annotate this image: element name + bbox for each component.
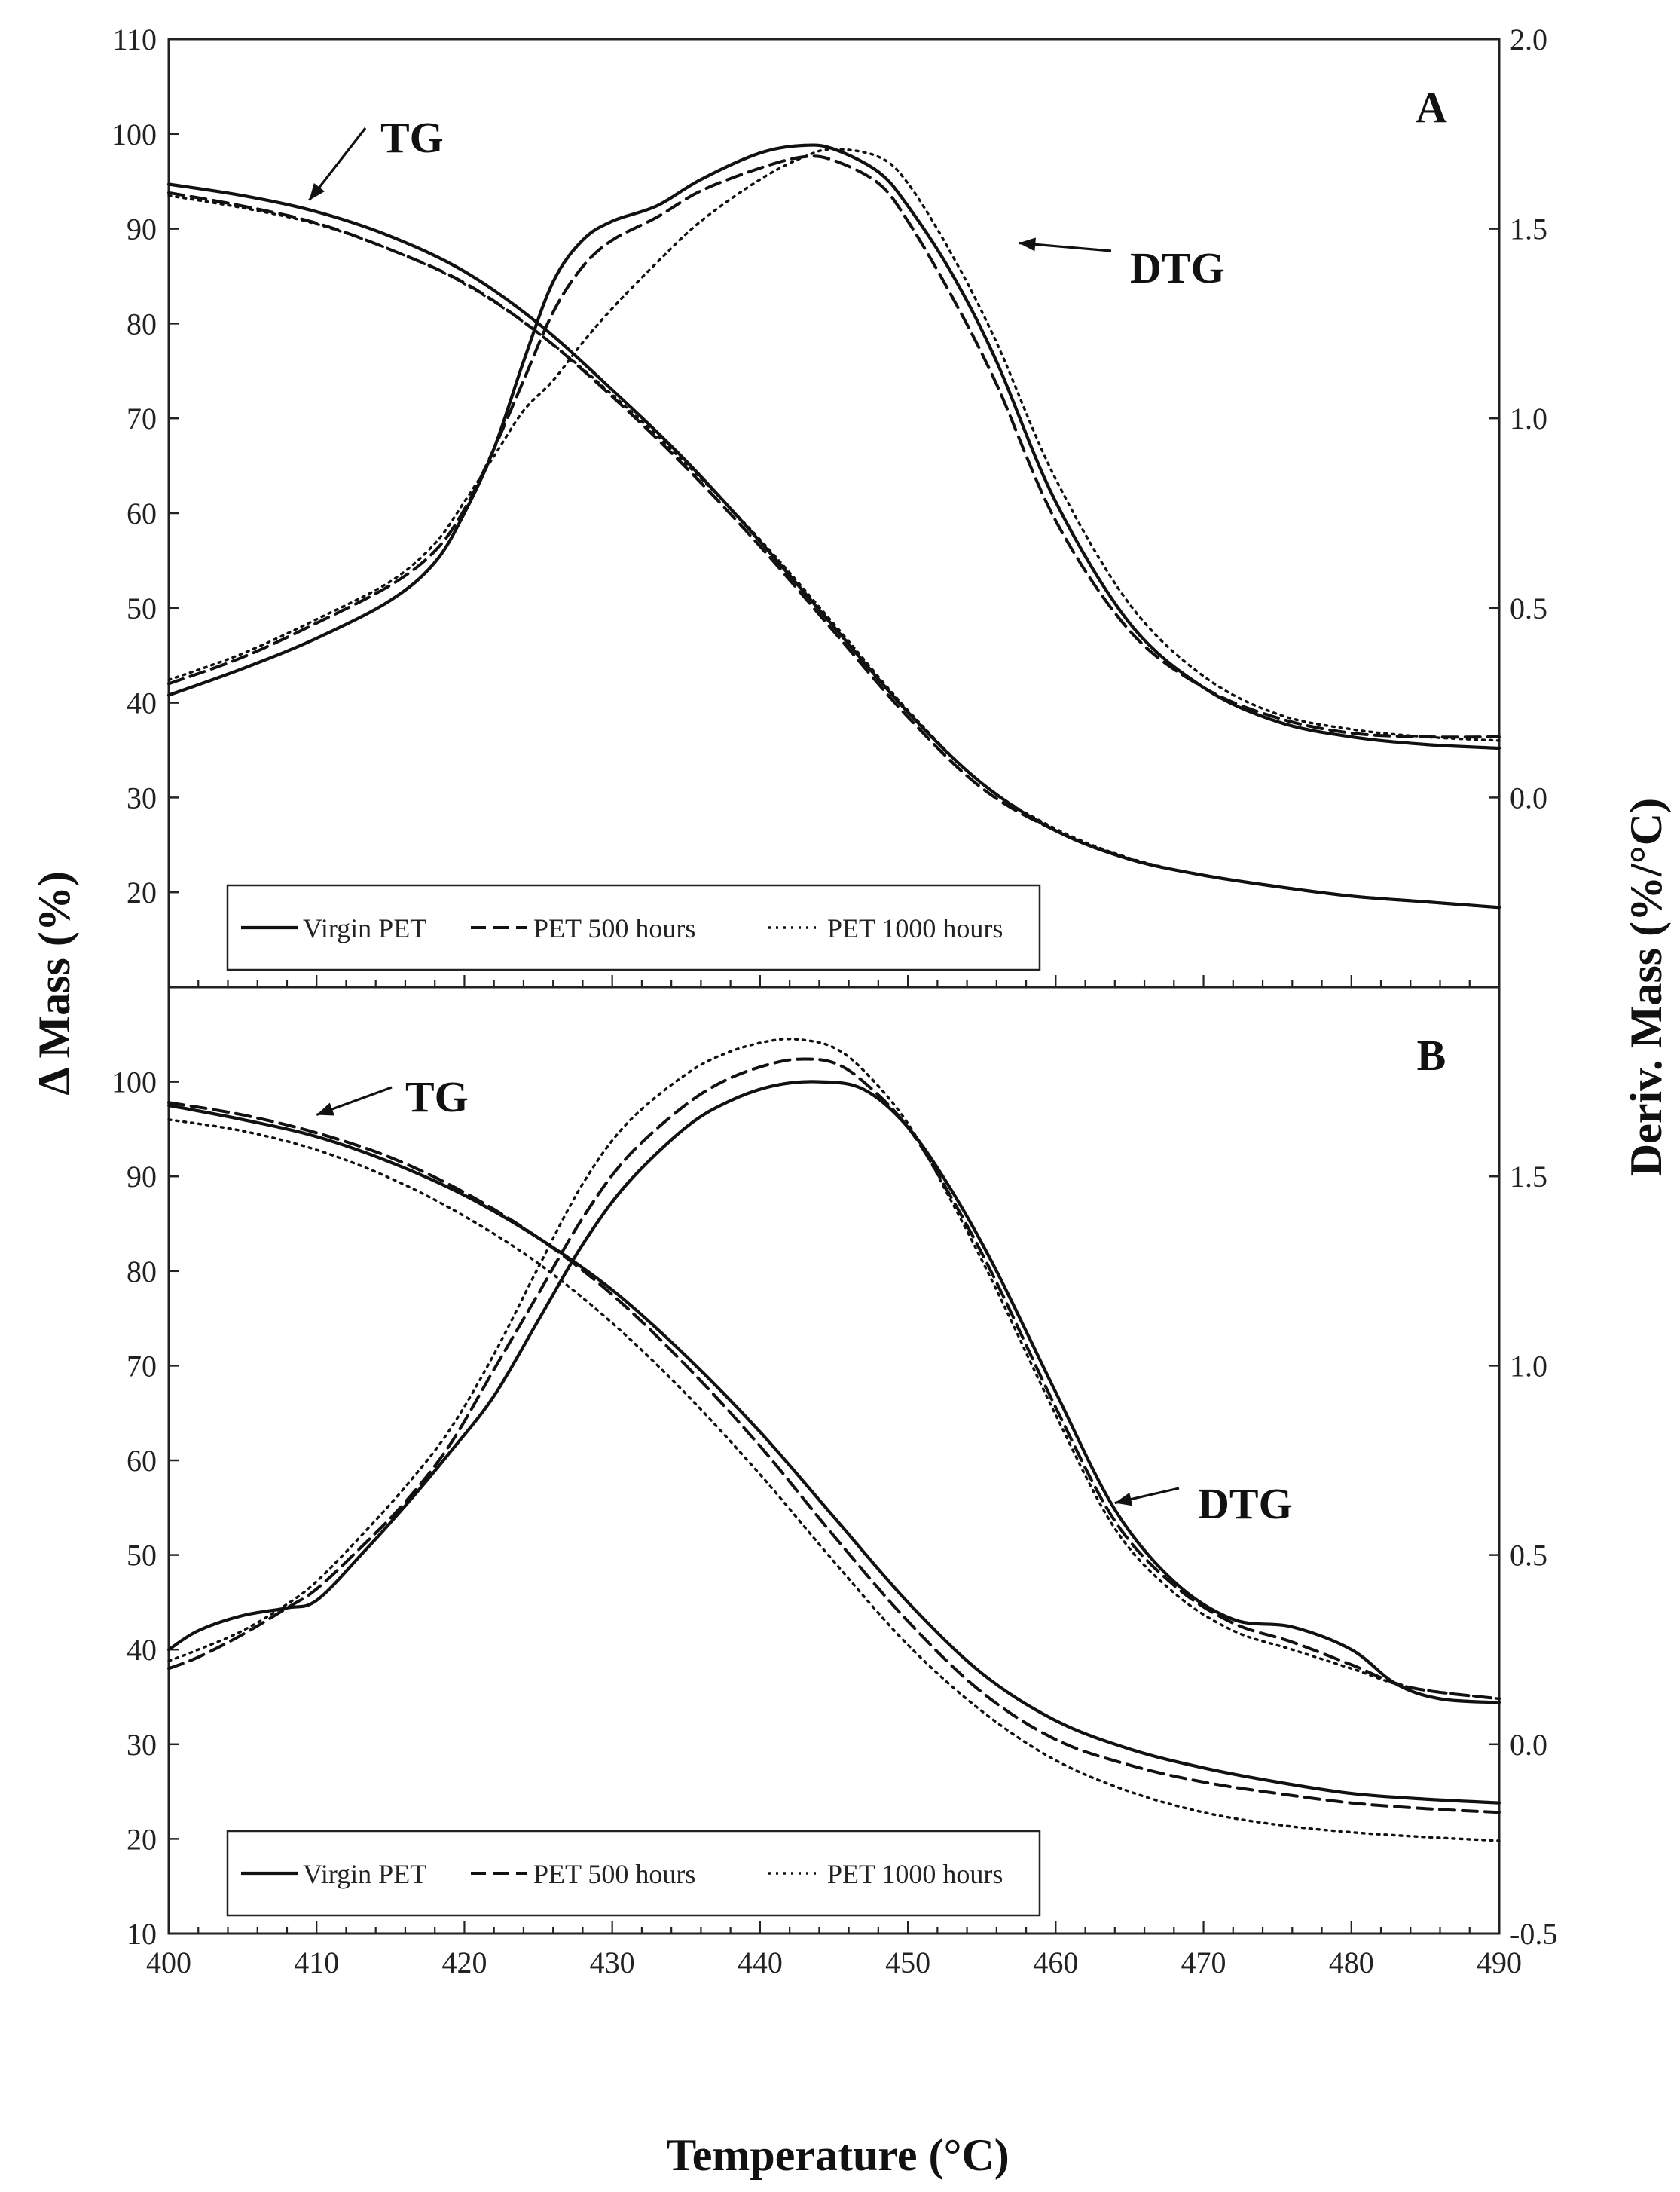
x-tick-label: 470 bbox=[1181, 1946, 1226, 1980]
panel-b-left-tick-label: 70 bbox=[127, 1349, 157, 1383]
panel-a-dtg-line-pet-500-hours bbox=[167, 154, 1501, 739]
panel-a-annotation-tg: TG bbox=[380, 113, 444, 162]
panel-a-legend-label-virgin-pet: Virgin PET bbox=[303, 913, 426, 943]
panel-b-dtg-line-virgin-pet bbox=[166, 1080, 1501, 1704]
panel-b-dtg-line-pet-1000-hours bbox=[167, 1038, 1501, 1701]
x-tick-label: 490 bbox=[1477, 1946, 1522, 1980]
panel-a-left-tick-label: 20 bbox=[127, 876, 157, 910]
panel-a-right-tick-label: 0.0 bbox=[1510, 781, 1547, 815]
x-tick-label: 430 bbox=[590, 1946, 635, 1980]
panel-a-legend-label-pet-500-hours: PET 500 hours bbox=[533, 913, 695, 943]
panel-a-tg-line-pet-1000-hours bbox=[167, 194, 1501, 909]
panel-b: 10 20 30 40 50 60 70 80 90 100 -0.5 0.0 0.5 1.0 1.5 B TG… bbox=[111, 986, 1557, 1951]
left-axis-title: Δ Mass (%) bbox=[29, 871, 79, 1096]
panel-a-left-tick-label: 80 bbox=[127, 307, 157, 341]
panel-b-legend-box bbox=[226, 1830, 1041, 1917]
panel-b-left-tick-label: 30 bbox=[127, 1728, 157, 1762]
panel-a: 20 30 40 50 60 70 80 90 100 110 0.0 0.5 1.0 1.5 2.0 A TG… bbox=[111, 23, 1547, 989]
x-tick-label: 420 bbox=[441, 1946, 487, 1980]
panel-b-legend-label-virgin-pet: Virgin PET bbox=[303, 1859, 426, 1889]
panel-b-dtg-line-pet-500-hours bbox=[167, 1057, 1501, 1701]
panel-b-right-tick-label: 1.5 bbox=[1510, 1160, 1547, 1194]
x-tick-label: 400 bbox=[146, 1946, 191, 1980]
panel-b-tg-line-virgin-pet bbox=[166, 1103, 1501, 1805]
panel-b-annotation-arrowhead bbox=[316, 1102, 334, 1116]
panel-b-annotation-tg: TG bbox=[405, 1072, 469, 1121]
panel-a-left-tick-label: 90 bbox=[127, 212, 157, 246]
panel-b-right-tick-label: 0.5 bbox=[1510, 1539, 1547, 1573]
panel-b-left-tick-label: 100 bbox=[111, 1065, 157, 1099]
panel-a-right-tick-label: 0.5 bbox=[1510, 592, 1547, 625]
x-tick-label: 460 bbox=[1033, 1946, 1078, 1980]
panel-a-left-tick-label: 60 bbox=[127, 497, 157, 530]
panel-b-left-tick-label: 10 bbox=[127, 1917, 157, 1951]
panel-b-right-tick-label: 1.0 bbox=[1510, 1349, 1547, 1383]
panel-b-right-tick-label: 0.0 bbox=[1510, 1728, 1547, 1762]
panel-b-left-tick-label: 50 bbox=[127, 1539, 157, 1573]
panel-b-legend-label-pet-500-hours: PET 500 hours bbox=[533, 1859, 695, 1889]
panel-b-annotation-dtg: DTG bbox=[1198, 1479, 1293, 1528]
panel-a-right-tick-label: 2.0 bbox=[1510, 23, 1547, 57]
panel-b-left-tick-label: 20 bbox=[127, 1822, 157, 1856]
panel-a-legend-label-pet-1000-hours: PET 1000 hours bbox=[827, 913, 1003, 943]
panel-a-left-tick-label: 40 bbox=[127, 686, 157, 720]
panel-a-left-tick-label: 100 bbox=[111, 118, 157, 151]
panel-b-annotation-arrowhead bbox=[1114, 1492, 1133, 1506]
panel-b-legend-label-pet-1000-hours: PET 1000 hours bbox=[827, 1859, 1003, 1889]
panel-a-right-tick-label: 1.5 bbox=[1510, 212, 1547, 246]
panel-b-label: B bbox=[1417, 1031, 1446, 1080]
panel-a-dtg-line-pet-1000-hours bbox=[167, 148, 1501, 742]
x-tick-label: 440 bbox=[738, 1946, 783, 1980]
panel-a-left-tick-label: 30 bbox=[127, 781, 157, 815]
panel-b-tg-line-pet-1000-hours bbox=[167, 1118, 1501, 1842]
panel-b-right-tick-label: -0.5 bbox=[1510, 1917, 1557, 1951]
panel-b-left-tick-label: 80 bbox=[127, 1255, 157, 1289]
panel-b-left-tick-label: 60 bbox=[127, 1444, 157, 1478]
right-axis-title: Deriv. Mass (%/°C) bbox=[1621, 798, 1671, 1176]
panel-a-tg-line-virgin-pet bbox=[166, 182, 1501, 910]
panel-a-legend: Virgin PET PET 500 hours PET 1000 hours bbox=[226, 884, 1041, 971]
panel-a-left-tick-label: 110 bbox=[112, 23, 157, 57]
x-tick-label: 410 bbox=[294, 1946, 339, 1980]
panel-b-legend: Virgin PET PET 500 hours PET 1000 hours bbox=[226, 1830, 1041, 1917]
panel-a-legend-box bbox=[226, 884, 1041, 971]
x-tick-label: 450 bbox=[885, 1946, 930, 1980]
panel-a-annotation-dtg: DTG bbox=[1130, 243, 1225, 292]
panel-b-tg-line-pet-500-hours bbox=[167, 1101, 1501, 1814]
x-tick-label: 480 bbox=[1329, 1946, 1374, 1980]
panel-b-left-tick-label: 90 bbox=[127, 1160, 157, 1194]
x-axis-title: Temperature (°C) bbox=[666, 2130, 1010, 2180]
panel-a-right-tick-label: 1.0 bbox=[1510, 402, 1547, 436]
panel-a-label: A bbox=[1416, 83, 1447, 132]
panel-a-left-tick-label: 70 bbox=[127, 402, 157, 436]
panel-a-annotation-arrowhead bbox=[1019, 237, 1036, 252]
panel-a-left-tick-label: 50 bbox=[127, 592, 157, 625]
panel-b-left-tick-label: 40 bbox=[127, 1633, 157, 1667]
panel-a-annotation-arrowhead bbox=[309, 182, 325, 200]
